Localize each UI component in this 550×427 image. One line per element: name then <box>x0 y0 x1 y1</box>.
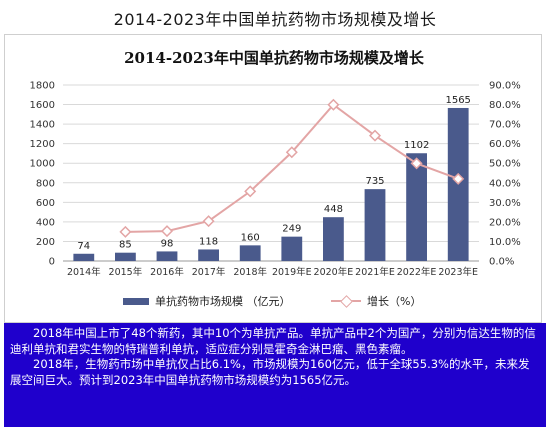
y-right-tick-label: 70.0% <box>489 120 521 131</box>
y-left-tick-label: 1600 <box>30 100 55 111</box>
bar <box>73 253 95 261</box>
y-right-tick-label: 80.0% <box>489 100 521 111</box>
y-right-tick-label: 30.0% <box>489 198 521 209</box>
bar-data-label: 160 <box>241 232 260 243</box>
y-left-tick-label: 0 <box>49 257 55 268</box>
legend-item-line: 增长（%） <box>331 293 421 309</box>
x-tick-label: 2023年E <box>438 266 478 278</box>
x-tick-label: 2017年 <box>192 266 226 278</box>
bar-data-label: 1102 <box>404 140 429 151</box>
legend-bar-label: 单抗药物市场规模 （亿元） <box>155 295 291 308</box>
bar-data-label: 98 <box>161 238 174 249</box>
growth-marker <box>202 215 215 228</box>
bar <box>156 251 178 261</box>
x-tick-label: 2022年E <box>397 266 437 278</box>
slide-title: 2014-2023年中国单抗药物市场规模及增长 <box>113 10 437 29</box>
x-tick-label: 2019年E <box>272 266 312 278</box>
y-left-tick-label: 800 <box>36 178 55 189</box>
bar-data-label: 448 <box>324 204 343 215</box>
y-right-tick-label: 40.0% <box>489 178 521 189</box>
growth-marker <box>327 98 340 111</box>
growth-marker <box>244 185 257 198</box>
growth-marker <box>452 172 465 185</box>
bar-data-label: 74 <box>77 241 90 252</box>
y-left-tick-label: 200 <box>36 237 55 248</box>
legend-line-swatch <box>331 294 361 308</box>
y-left-tick-label: 1200 <box>30 139 55 150</box>
growth-marker <box>160 225 174 238</box>
growth-marker <box>285 146 298 159</box>
legend-line-label: 增长（%） <box>367 295 422 308</box>
bar-data-label: 735 <box>365 176 384 187</box>
bar <box>364 189 386 261</box>
y-right-tick-label: 50.0% <box>489 159 521 170</box>
x-tick-label: 2018年 <box>233 266 267 278</box>
bar <box>198 249 219 261</box>
summary-text-panel: 2018年中国上市了48个新药，其中10个为单抗产品。单抗产品中2个为国产，分别… <box>4 323 546 427</box>
chart-plot: 0 200 400 600 800 1000 1200 1400 1600 1800 0.0% 10.… <box>30 81 521 279</box>
bar <box>239 245 261 261</box>
chart-title: 2014-2023年中国单抗药物市场规模及增长 <box>124 49 424 67</box>
growth-marker <box>368 129 382 142</box>
growth-marker <box>410 157 423 170</box>
bar <box>323 217 344 261</box>
y-right-tick-label: 20.0% <box>489 217 521 228</box>
bar-data-label: 1565 <box>445 95 470 106</box>
x-tick-label: 2020年E <box>314 266 354 278</box>
y-left-tick-label: 1800 <box>30 81 55 92</box>
x-tick-label: 2016年 <box>150 266 184 278</box>
x-tick-label: 2014年 <box>67 266 101 278</box>
y-left-tick-label: 600 <box>36 198 55 209</box>
y-right-tick-label: 10.0% <box>489 237 521 248</box>
bar <box>281 236 303 261</box>
y-right-tick-label: 60.0% <box>489 139 521 150</box>
y-left-tick-label: 400 <box>36 217 55 228</box>
chart-legend: 单抗药物市场规模 （亿元） 增长（%） <box>5 293 543 311</box>
bar-data-label: 85 <box>119 240 132 251</box>
x-tick-label: 2015年 <box>109 266 143 278</box>
bar-data-label: 249 <box>282 224 301 235</box>
bar-data-label: 118 <box>199 236 218 247</box>
summary-paragraph-1: 2018年中国上市了48个新药，其中10个为单抗产品。单抗产品中2个为国产，分别… <box>10 326 536 356</box>
y-right-tick-label: 0.0% <box>489 257 514 268</box>
chart-frame: 0 200 400 600 800 1000 1200 1400 1600 1800 0.0% 10.… <box>4 34 542 323</box>
y-left-tick-label: 1000 <box>30 159 55 170</box>
bar <box>406 153 427 261</box>
legend-item-bar: 单抗药物市场规模 （亿元） <box>123 293 291 309</box>
growth-marker <box>119 225 132 238</box>
summary-paragraph-2: 2018年，生物药市场中单抗仅占比6.1%，市场规模为160亿元，低于全球55.… <box>10 357 530 387</box>
y-left-tick-label: 1400 <box>30 120 55 131</box>
bar <box>115 252 136 261</box>
x-tick-label: 2021年E <box>355 266 395 278</box>
legend-bar-swatch <box>123 297 149 305</box>
y-right-tick-label: 90.0% <box>489 81 521 92</box>
